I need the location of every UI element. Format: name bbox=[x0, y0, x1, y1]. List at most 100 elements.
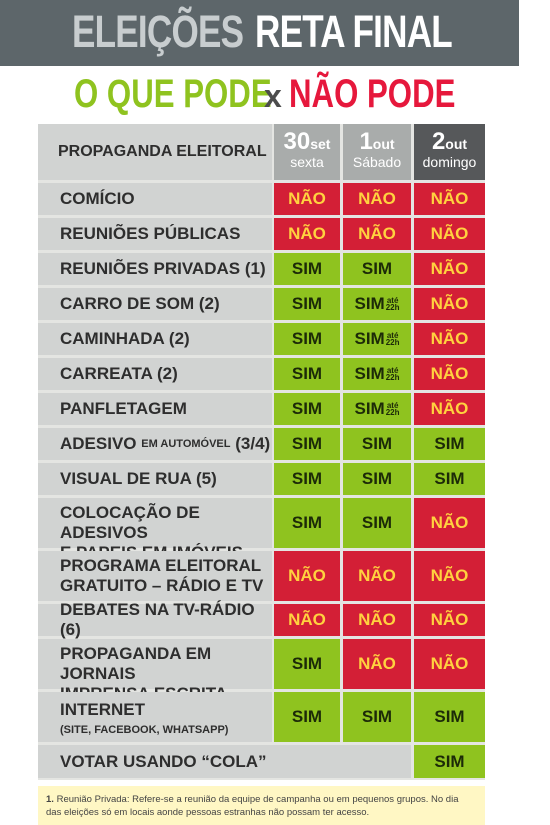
cell-nao: NÃO bbox=[414, 498, 485, 548]
cell-nao: NÃO bbox=[274, 218, 340, 250]
hour-label: 22h bbox=[385, 303, 400, 312]
cell-sim: SIM bbox=[414, 692, 485, 742]
cell-sim-ate-22h: SIM até 22h bbox=[343, 358, 411, 390]
row-label-sub: (SITE, FACEBOOK, WHATSAPP) bbox=[60, 724, 229, 736]
cell-sim: SIM bbox=[343, 428, 411, 460]
day-month: out bbox=[445, 136, 468, 152]
cell-nao: NÃO bbox=[343, 183, 411, 215]
header-day-2out: 2out domingo bbox=[414, 124, 485, 180]
cell-sim: SIM bbox=[274, 428, 340, 460]
cell-sim: SIM bbox=[414, 745, 485, 778]
hour-label: 22h bbox=[385, 408, 400, 417]
row-label: REUNIÕES PRIVADAS (1) bbox=[38, 253, 272, 285]
row-label-ref: (3/4) bbox=[235, 434, 271, 453]
row-label-small: EM AUTOMÓVEL bbox=[141, 438, 231, 450]
day-weekday: sexta bbox=[290, 154, 324, 170]
day-month: out bbox=[372, 136, 395, 152]
row-label-line2: GRATUITO – RÁDIO E TV bbox=[60, 576, 264, 595]
subtitle: O QUE PODE x NÃO PODE bbox=[0, 72, 519, 118]
ate-label: até bbox=[386, 331, 399, 340]
row-label: PROPAGANDA EM JORNAIS IMPRENSA ESCRITA bbox=[38, 639, 272, 703]
ate-label: até bbox=[386, 366, 399, 375]
footnote-text: Reunião Privada: Refere-se a reunião da … bbox=[46, 794, 459, 818]
row-label: INTERNET (SITE, FACEBOOK, WHATSAPP) bbox=[38, 692, 272, 742]
day-number: 1 bbox=[359, 128, 373, 155]
cell-sim: SIM bbox=[343, 463, 411, 495]
row-label: CARRO DE SOM (2) bbox=[38, 288, 272, 320]
cell-sim: SIM bbox=[343, 253, 411, 285]
row-label: VOTAR USANDO “COLA” bbox=[38, 745, 411, 778]
cell-nao: NÃO bbox=[274, 604, 340, 636]
hour-label: 22h bbox=[385, 373, 400, 382]
cell-sim: SIM bbox=[274, 288, 340, 320]
header-day-30set: 30set sexta bbox=[274, 124, 340, 180]
day-number: 2 bbox=[431, 128, 446, 155]
day-weekday: domingo bbox=[422, 154, 477, 170]
cell-value: SIM bbox=[354, 329, 385, 348]
rules-table: PROPAGANDA ELEITORAL 30set sexta 1out Sá… bbox=[38, 124, 485, 780]
cell-nao: NÃO bbox=[414, 183, 485, 215]
row-label: CARREATA (2) bbox=[38, 358, 272, 390]
footnote-number: 1. bbox=[46, 794, 54, 805]
hour-label: 22h bbox=[385, 338, 400, 347]
cell-nao: NÃO bbox=[414, 604, 485, 636]
cell-nao: NÃO bbox=[414, 218, 485, 250]
header-day-1out: 1out Sábado bbox=[343, 124, 411, 180]
cell-nao: NÃO bbox=[414, 323, 485, 355]
cell-sim: SIM bbox=[274, 692, 340, 742]
cell-value: SIM bbox=[354, 294, 385, 313]
ate-label: até bbox=[386, 401, 399, 410]
cell-sim-ate-22h: SIM até 22h bbox=[343, 288, 411, 320]
cell-sim: SIM bbox=[274, 358, 340, 390]
cell-sim: SIM bbox=[414, 428, 485, 460]
row-label: PANFLETAGEM bbox=[38, 393, 272, 425]
day-weekday: Sábado bbox=[352, 154, 402, 170]
cell-value: SIM bbox=[354, 364, 385, 383]
cell-nao: NÃO bbox=[414, 639, 485, 689]
day-number: 30 bbox=[283, 128, 311, 155]
title-reta-final: RETA FINAL bbox=[255, 6, 453, 57]
cell-sim: SIM bbox=[274, 323, 340, 355]
ate-22h-note: até 22h bbox=[385, 296, 400, 312]
cell-sim: SIM bbox=[414, 463, 485, 495]
title-eleicoes: ELEIÇÕES bbox=[72, 6, 244, 57]
ate-22h-note: até 22h bbox=[385, 401, 400, 417]
title-banner: ELEIÇÕES RETA FINAL bbox=[0, 0, 519, 66]
footnote: 1. Reunião Privada: Refere-se a reunião … bbox=[38, 786, 485, 825]
cell-nao: NÃO bbox=[343, 218, 411, 250]
row-label: PROGRAMA ELEITORAL GRATUITO – RÁDIO E TV bbox=[38, 551, 272, 601]
cell-sim-ate-22h: SIM até 22h bbox=[343, 393, 411, 425]
cell-sim: SIM bbox=[343, 498, 411, 548]
cell-nao: NÃO bbox=[274, 551, 340, 601]
row-label-line1: INTERNET bbox=[60, 700, 145, 719]
cell-sim: SIM bbox=[274, 498, 340, 548]
cell-nao: NÃO bbox=[414, 551, 485, 601]
row-label: ADESIVO EM AUTOMÓVEL (3/4) bbox=[38, 428, 272, 460]
cell-nao: NÃO bbox=[343, 604, 411, 636]
cell-sim: SIM bbox=[274, 253, 340, 285]
cell-nao: NÃO bbox=[274, 183, 340, 215]
row-label-line1: PROGRAMA ELEITORAL bbox=[60, 556, 262, 575]
row-label-line1: COLOCAÇÃO DE ADESIVOS bbox=[60, 503, 200, 542]
row-label: DEBATES NA TV-RÁDIO (6) bbox=[38, 600, 272, 639]
row-label: REUNIÕES PÚBLICAS bbox=[38, 218, 272, 250]
cell-nao: NÃO bbox=[414, 358, 485, 390]
cell-sim: SIM bbox=[343, 692, 411, 742]
row-label: VISUAL DE RUA (5) bbox=[38, 463, 272, 495]
cell-value: SIM bbox=[354, 399, 385, 418]
cell-nao: NÃO bbox=[414, 253, 485, 285]
cell-nao: NÃO bbox=[414, 288, 485, 320]
row-label: COLOCAÇÃO DE ADESIVOS E PAPEIS EM IMÓVEI… bbox=[38, 498, 272, 562]
day-month: set bbox=[310, 136, 331, 152]
ate-22h-note: até 22h bbox=[385, 331, 400, 347]
cell-nao: NÃO bbox=[414, 393, 485, 425]
header-label: PROPAGANDA ELEITORAL bbox=[38, 124, 272, 180]
subtitle-x: x bbox=[264, 78, 282, 114]
cell-sim: SIM bbox=[274, 463, 340, 495]
subtitle-pode: O QUE PODE bbox=[74, 72, 272, 116]
ate-22h-note: até 22h bbox=[385, 366, 400, 382]
row-label: COMÍCIO bbox=[38, 183, 272, 215]
cell-sim-ate-22h: SIM até 22h bbox=[343, 323, 411, 355]
ate-label: até bbox=[386, 296, 399, 305]
row-label-line1: PROPAGANDA EM JORNAIS bbox=[60, 644, 212, 683]
